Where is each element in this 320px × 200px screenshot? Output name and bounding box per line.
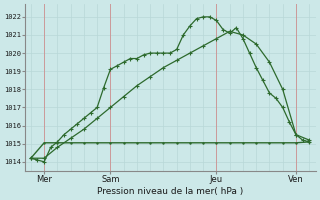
X-axis label: Pression niveau de la mer( hPa ): Pression niveau de la mer( hPa ) (98, 187, 244, 196)
